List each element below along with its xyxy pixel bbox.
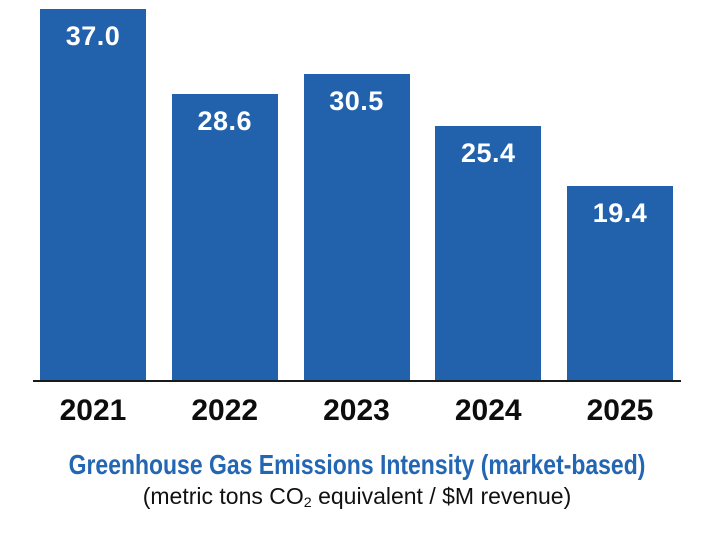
chart-title: Greenhouse Gas Emissions Intensity (mark… [68,449,646,480]
bar-2021: 37.0 [40,9,146,381]
plot-area: 37.0 28.6 30.5 25.4 19.4 [33,9,681,382]
x-axis-label-2023: 2023 [323,394,390,427]
x-axis-labels: 2021 2022 2023 2024 2025 [40,396,673,426]
bar-2025: 19.4 [567,186,673,381]
x-axis-label-2025: 2025 [586,394,654,427]
subtitle-post: equivalent / $M revenue) [311,482,572,509]
bar-2024: 25.4 [435,126,542,381]
subtitle-pre: (metric tons CO [142,482,304,509]
chart-subtitle: (metric tons CO2 equivalent / $M revenue… [0,483,714,511]
x-axis-label-2024: 2024 [454,394,522,427]
bar-value-label-2021: 37.0 [65,21,121,51]
x-axis-label-2021: 2021 [59,394,127,427]
bar-2023: 30.5 [303,74,410,381]
x-axis-line [33,380,681,382]
bar-2022: 28.6 [171,94,278,381]
bar-value-label-2022: 28.6 [197,106,253,136]
caption: Greenhouse Gas Emissions Intensity (mark… [0,448,714,510]
bars-row: 37.0 28.6 30.5 25.4 19.4 [40,9,673,381]
bar-value-label-2024: 25.4 [460,138,516,168]
bar-value-label-2023: 30.5 [329,86,384,116]
bar-value-label-2025: 19.4 [592,198,648,228]
subtitle-subscript: 2 [303,495,312,512]
x-axis-label-2022: 2022 [191,394,259,427]
